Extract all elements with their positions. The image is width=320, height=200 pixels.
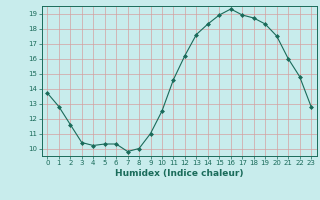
X-axis label: Humidex (Indice chaleur): Humidex (Indice chaleur): [115, 169, 244, 178]
